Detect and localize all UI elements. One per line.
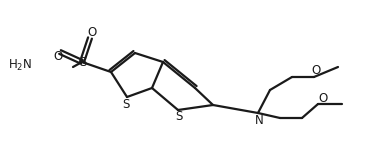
- Text: O: O: [53, 51, 63, 63]
- Text: H$_2$N: H$_2$N: [8, 57, 32, 73]
- Text: O: O: [311, 64, 321, 78]
- Text: S: S: [122, 98, 130, 110]
- Text: O: O: [87, 27, 97, 39]
- Text: O: O: [318, 92, 328, 105]
- Text: S: S: [175, 110, 183, 124]
- Text: N: N: [255, 114, 263, 127]
- Text: S: S: [79, 56, 87, 70]
